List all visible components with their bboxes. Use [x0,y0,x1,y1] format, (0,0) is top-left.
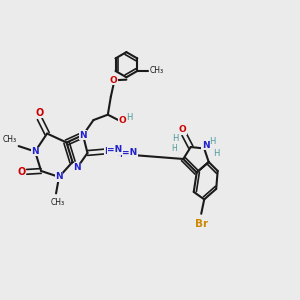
Text: N: N [105,147,112,156]
Text: =N: =N [107,146,122,154]
Text: H: H [213,149,219,158]
Text: O: O [118,116,126,124]
Text: H: H [209,137,216,146]
Text: N: N [120,150,127,159]
Text: O: O [17,167,26,177]
Text: N: N [31,147,39,156]
Text: N: N [55,172,63,182]
Text: CH₃: CH₃ [149,66,164,75]
Text: CH₃: CH₃ [3,135,17,144]
Text: N: N [79,130,87,140]
Text: Br: Br [195,219,208,229]
Text: H: H [126,113,132,122]
Text: =N: =N [122,148,137,158]
Text: H: H [171,144,177,153]
Text: N: N [202,141,209,150]
Text: O: O [35,108,44,118]
Text: H: H [172,134,178,142]
Text: O: O [110,76,118,85]
Text: CH₃: CH₃ [50,198,64,207]
Text: O: O [179,125,187,134]
Text: N: N [73,164,81,172]
